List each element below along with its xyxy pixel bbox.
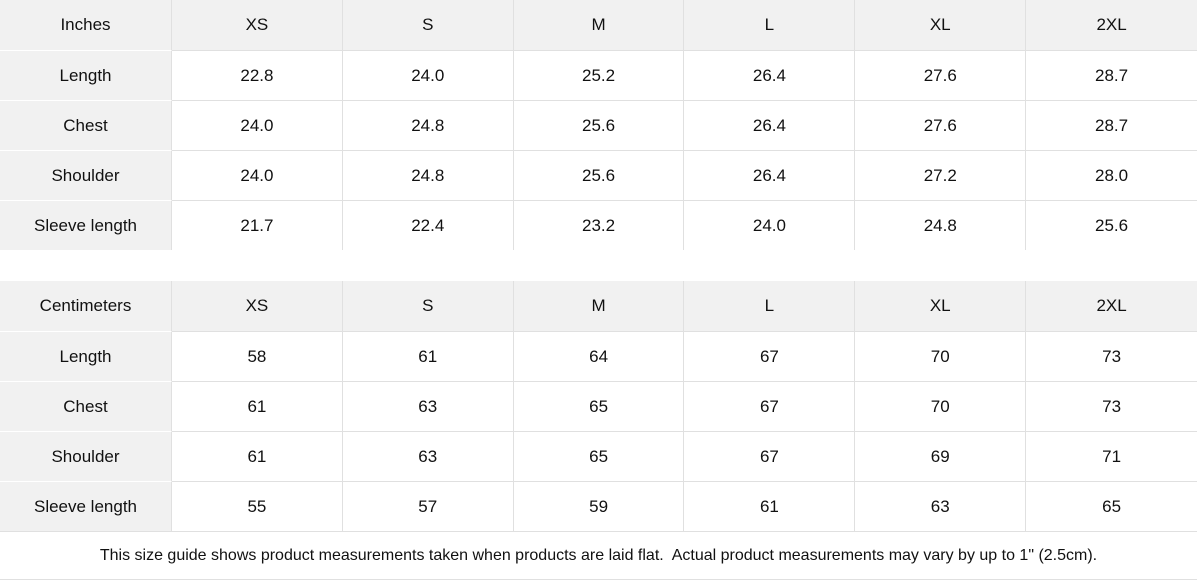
- value-cell: 70: [855, 381, 1027, 431]
- value-cell: 27.2: [855, 150, 1027, 200]
- value-cell: 21.7: [172, 200, 343, 250]
- value-cell: 70: [855, 331, 1027, 381]
- size-header-cell: 2XL: [1026, 281, 1197, 331]
- size-header-cell: L: [684, 0, 856, 50]
- table-gap-divider: [0, 250, 1197, 281]
- row-label-cell: Sleeve length: [0, 481, 172, 531]
- size-header-cell: S: [342, 281, 514, 331]
- value-cell: 24.8: [342, 150, 514, 200]
- value-cell: 73: [1026, 331, 1197, 381]
- row-label-cell: Sleeve length: [0, 200, 172, 250]
- size-guide-footer-note: This size guide shows product measuremen…: [0, 531, 1197, 580]
- value-cell: 25.2: [513, 50, 685, 100]
- row-label-cell: Shoulder: [0, 150, 172, 200]
- value-cell: 27.6: [855, 50, 1027, 100]
- size-header-cell: XS: [172, 281, 343, 331]
- value-cell: 22.8: [172, 50, 343, 100]
- size-header-cell: XL: [855, 281, 1027, 331]
- size-header-cell: M: [513, 281, 685, 331]
- value-cell: 25.6: [513, 100, 685, 150]
- value-cell: 24.8: [855, 200, 1027, 250]
- size-header-cell: M: [513, 0, 685, 50]
- value-cell: 65: [1026, 481, 1197, 531]
- value-cell: 71: [1026, 431, 1197, 481]
- value-cell: 23.2: [513, 200, 685, 250]
- size-header-cell: XS: [172, 0, 343, 50]
- value-cell: 24.0: [342, 50, 514, 100]
- row-label-cell: Length: [0, 50, 172, 100]
- value-cell: 61: [684, 481, 856, 531]
- value-cell: 67: [684, 381, 856, 431]
- value-cell: 28.0: [1026, 150, 1197, 200]
- value-cell: 26.4: [684, 50, 856, 100]
- value-cell: 63: [855, 481, 1027, 531]
- value-cell: 26.4: [684, 100, 856, 150]
- row-label-cell: Chest: [0, 381, 172, 431]
- value-cell: 64: [513, 331, 685, 381]
- value-cell: 67: [684, 431, 856, 481]
- value-cell: 67: [684, 331, 856, 381]
- value-cell: 25.6: [1026, 200, 1197, 250]
- unit-header-cell: Inches: [0, 0, 172, 50]
- row-label-cell: Length: [0, 331, 172, 381]
- value-cell: 26.4: [684, 150, 856, 200]
- value-cell: 73: [1026, 381, 1197, 431]
- size-header-cell: XL: [855, 0, 1027, 50]
- value-cell: 24.0: [172, 150, 343, 200]
- value-cell: 24.8: [342, 100, 514, 150]
- value-cell: 61: [342, 331, 514, 381]
- value-cell: 57: [342, 481, 514, 531]
- value-cell: 59: [513, 481, 685, 531]
- value-cell: 65: [513, 431, 685, 481]
- value-cell: 63: [342, 431, 514, 481]
- value-cell: 65: [513, 381, 685, 431]
- value-cell: 28.7: [1026, 50, 1197, 100]
- value-cell: 63: [342, 381, 514, 431]
- size-header-cell: 2XL: [1026, 0, 1197, 50]
- value-cell: 27.6: [855, 100, 1027, 150]
- size-table-inches: Inches XS S M L XL 2XL Length 22.8 24.0 …: [0, 0, 1197, 250]
- value-cell: 28.7: [1026, 100, 1197, 150]
- value-cell: 61: [172, 381, 343, 431]
- value-cell: 55: [172, 481, 343, 531]
- value-cell: 25.6: [513, 150, 685, 200]
- value-cell: 58: [172, 331, 343, 381]
- value-cell: 61: [172, 431, 343, 481]
- value-cell: 24.0: [172, 100, 343, 150]
- row-label-cell: Chest: [0, 100, 172, 150]
- value-cell: 69: [855, 431, 1027, 481]
- unit-header-cell: Centimeters: [0, 281, 172, 331]
- size-table-centimeters: Centimeters XS S M L XL 2XL Length 58 61…: [0, 281, 1197, 531]
- size-header-cell: S: [342, 0, 514, 50]
- size-header-cell: L: [684, 281, 856, 331]
- value-cell: 24.0: [684, 200, 856, 250]
- value-cell: 22.4: [342, 200, 514, 250]
- row-label-cell: Shoulder: [0, 431, 172, 481]
